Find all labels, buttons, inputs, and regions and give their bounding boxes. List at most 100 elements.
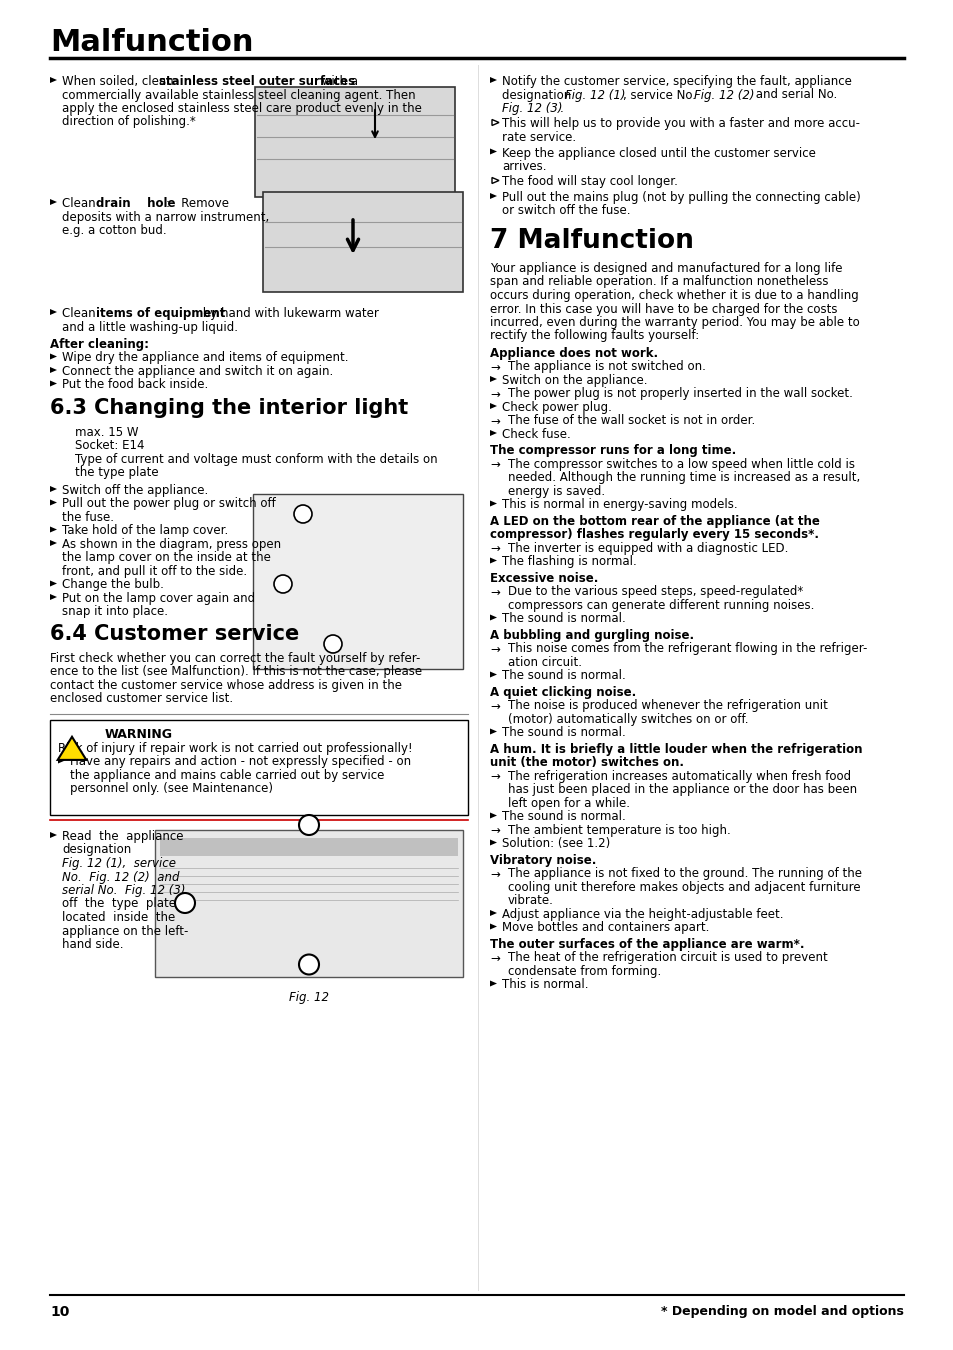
Polygon shape	[492, 177, 498, 184]
Text: left open for a while.: left open for a while.	[507, 796, 629, 810]
Text: vibrate.: vibrate.	[507, 895, 554, 907]
Text: →: →	[490, 387, 499, 401]
Text: * Depending on model and options: * Depending on model and options	[660, 1305, 903, 1318]
Text: appliance on the left-: appliance on the left-	[62, 925, 188, 937]
Text: →: →	[490, 541, 499, 555]
Circle shape	[298, 815, 318, 836]
Text: Adjust appliance via the height-adjustable feet.: Adjust appliance via the height-adjustab…	[501, 909, 782, 921]
Text: Check fuse.: Check fuse.	[501, 428, 570, 441]
Text: by hand with lukewarm water: by hand with lukewarm water	[199, 306, 378, 320]
Text: A LED on the bottom rear of the appliance (at the: A LED on the bottom rear of the applianc…	[490, 514, 819, 528]
Text: needed. Although the running time is increased as a result,: needed. Although the running time is inc…	[507, 471, 860, 485]
Polygon shape	[490, 910, 497, 917]
Text: hand side.: hand side.	[62, 938, 123, 950]
Polygon shape	[50, 381, 57, 386]
Text: or switch off the fuse.: or switch off the fuse.	[501, 204, 630, 217]
Polygon shape	[490, 431, 497, 436]
Text: A hum. It is briefly a little louder when the refrigeration: A hum. It is briefly a little louder whe…	[490, 743, 862, 756]
Text: 1: 1	[299, 509, 306, 518]
Text: Check power plug.: Check power plug.	[501, 401, 611, 414]
Text: Type of current and voltage must conform with the details on: Type of current and voltage must conform…	[75, 454, 437, 466]
Text: Fig. 12 (3): Fig. 12 (3)	[501, 103, 562, 115]
Polygon shape	[490, 923, 497, 930]
Text: After cleaning:: After cleaning:	[50, 338, 149, 351]
Text: Vibratory noise.: Vibratory noise.	[490, 855, 596, 867]
Text: the appliance and mains cable carried out by service: the appliance and mains cable carried ou…	[70, 769, 384, 782]
Text: arrives.: arrives.	[501, 161, 546, 173]
Text: Read  the  appliance: Read the appliance	[62, 830, 183, 842]
Text: The compressor runs for a long time.: The compressor runs for a long time.	[490, 444, 736, 458]
Text: items of equipment: items of equipment	[96, 306, 225, 320]
Bar	[50, 720, 468, 815]
Text: Risk of injury if repair work is not carried out professionally!: Risk of injury if repair work is not car…	[58, 743, 413, 755]
Text: This is normal in energy-saving models.: This is normal in energy-saving models.	[501, 498, 737, 512]
Text: Solution: (see 1.2): Solution: (see 1.2)	[501, 837, 610, 850]
Text: with a: with a	[317, 76, 357, 88]
Polygon shape	[490, 729, 497, 734]
Text: The sound is normal.: The sound is normal.	[501, 726, 625, 740]
Text: Malfunction: Malfunction	[50, 28, 253, 57]
Text: apply the enclosed stainless steel care product evenly in the: apply the enclosed stainless steel care …	[62, 103, 421, 115]
Text: The ambient temperature is too high.: The ambient temperature is too high.	[507, 824, 730, 837]
Text: The appliance is not fixed to the ground. The running of the: The appliance is not fixed to the ground…	[507, 868, 862, 880]
Text: (motor) automatically switches on or off.: (motor) automatically switches on or off…	[507, 713, 748, 726]
Text: contact the customer service whose address is given in the: contact the customer service whose addre…	[50, 679, 401, 693]
Text: The heat of the refrigeration circuit is used to prevent: The heat of the refrigeration circuit is…	[507, 952, 827, 964]
Text: First check whether you can correct the fault yourself by refer-: First check whether you can correct the …	[50, 652, 420, 666]
Text: Pull out the power plug or switch off: Pull out the power plug or switch off	[62, 498, 275, 510]
Text: →: →	[490, 868, 499, 880]
Text: A bubbling and gurgling noise.: A bubbling and gurgling noise.	[490, 629, 694, 643]
Text: 3: 3	[305, 958, 313, 968]
Text: stainless steel outer surfaces: stainless steel outer surfaces	[159, 76, 355, 88]
Text: The power plug is not properly inserted in the wall socket.: The power plug is not properly inserted …	[507, 387, 852, 401]
Polygon shape	[490, 77, 497, 82]
Text: Your appliance is designed and manufactured for a long life: Your appliance is designed and manufactu…	[490, 262, 841, 275]
Text: cooling unit therefore makes objects and adjacent furniture: cooling unit therefore makes objects and…	[507, 882, 860, 894]
Text: →: →	[490, 360, 499, 374]
Text: enclosed customer service list.: enclosed customer service list.	[50, 693, 233, 706]
Text: snap it into place.: snap it into place.	[62, 606, 168, 618]
Text: 3: 3	[330, 639, 335, 649]
Text: As shown in the diagram, press open: As shown in the diagram, press open	[62, 539, 281, 551]
Text: and a little washing-up liquid.: and a little washing-up liquid.	[62, 320, 237, 333]
Circle shape	[174, 892, 194, 913]
Polygon shape	[490, 614, 497, 621]
Text: Pull out the mains plug (not by pulling the connecting cable): Pull out the mains plug (not by pulling …	[501, 190, 860, 204]
Text: has just been placed in the appliance or the door has been: has just been placed in the appliance or…	[507, 783, 856, 796]
Text: rate service.: rate service.	[501, 131, 576, 144]
Text: A quiet clicking noise.: A quiet clicking noise.	[490, 686, 636, 699]
Text: →: →	[490, 586, 499, 598]
Text: This is normal.: This is normal.	[501, 979, 588, 991]
Text: 1: 1	[305, 819, 313, 829]
Text: The compressor switches to a low speed when little cold is: The compressor switches to a low speed w…	[507, 458, 854, 471]
Text: !: !	[69, 743, 75, 757]
Text: front, and pull it off to the side.: front, and pull it off to the side.	[62, 566, 247, 578]
Text: designation: designation	[62, 844, 132, 856]
Text: The sound is normal.: The sound is normal.	[501, 613, 625, 625]
Polygon shape	[490, 377, 497, 382]
Text: and serial No.: and serial No.	[751, 89, 837, 101]
Text: compressors can generate different running noises.: compressors can generate different runni…	[507, 599, 814, 612]
Text: span and reliable operation. If a malfunction nonetheless: span and reliable operation. If a malfun…	[490, 275, 827, 289]
Bar	[160, 838, 457, 856]
Polygon shape	[490, 840, 497, 845]
Text: WARNING: WARNING	[105, 728, 172, 741]
Text: unit (the motor) switches on.: unit (the motor) switches on.	[490, 756, 683, 770]
Polygon shape	[50, 540, 57, 545]
Text: The noise is produced whenever the refrigeration unit: The noise is produced whenever the refri…	[507, 699, 827, 713]
Text: commercially available stainless steel cleaning agent. Then: commercially available stainless steel c…	[62, 89, 416, 101]
Text: the type plate: the type plate	[75, 467, 158, 479]
Text: off  the  type  plate: off the type plate	[62, 898, 175, 910]
Polygon shape	[490, 193, 497, 198]
Text: the lamp cover on the inside at the: the lamp cover on the inside at the	[62, 552, 271, 564]
Circle shape	[294, 505, 312, 522]
Text: incurred, even during the warranty period. You may be able to: incurred, even during the warranty perio…	[490, 316, 859, 329]
Text: condensate from forming.: condensate from forming.	[507, 965, 660, 977]
Polygon shape	[490, 558, 497, 563]
Polygon shape	[50, 594, 57, 599]
Text: Notify the customer service, specifying the fault, appliance: Notify the customer service, specifying …	[501, 76, 851, 88]
Text: designation: designation	[501, 89, 575, 101]
Text: Keep the appliance closed until the customer service: Keep the appliance closed until the cust…	[501, 147, 815, 159]
Text: →: →	[490, 769, 499, 783]
Text: →: →	[490, 824, 499, 837]
